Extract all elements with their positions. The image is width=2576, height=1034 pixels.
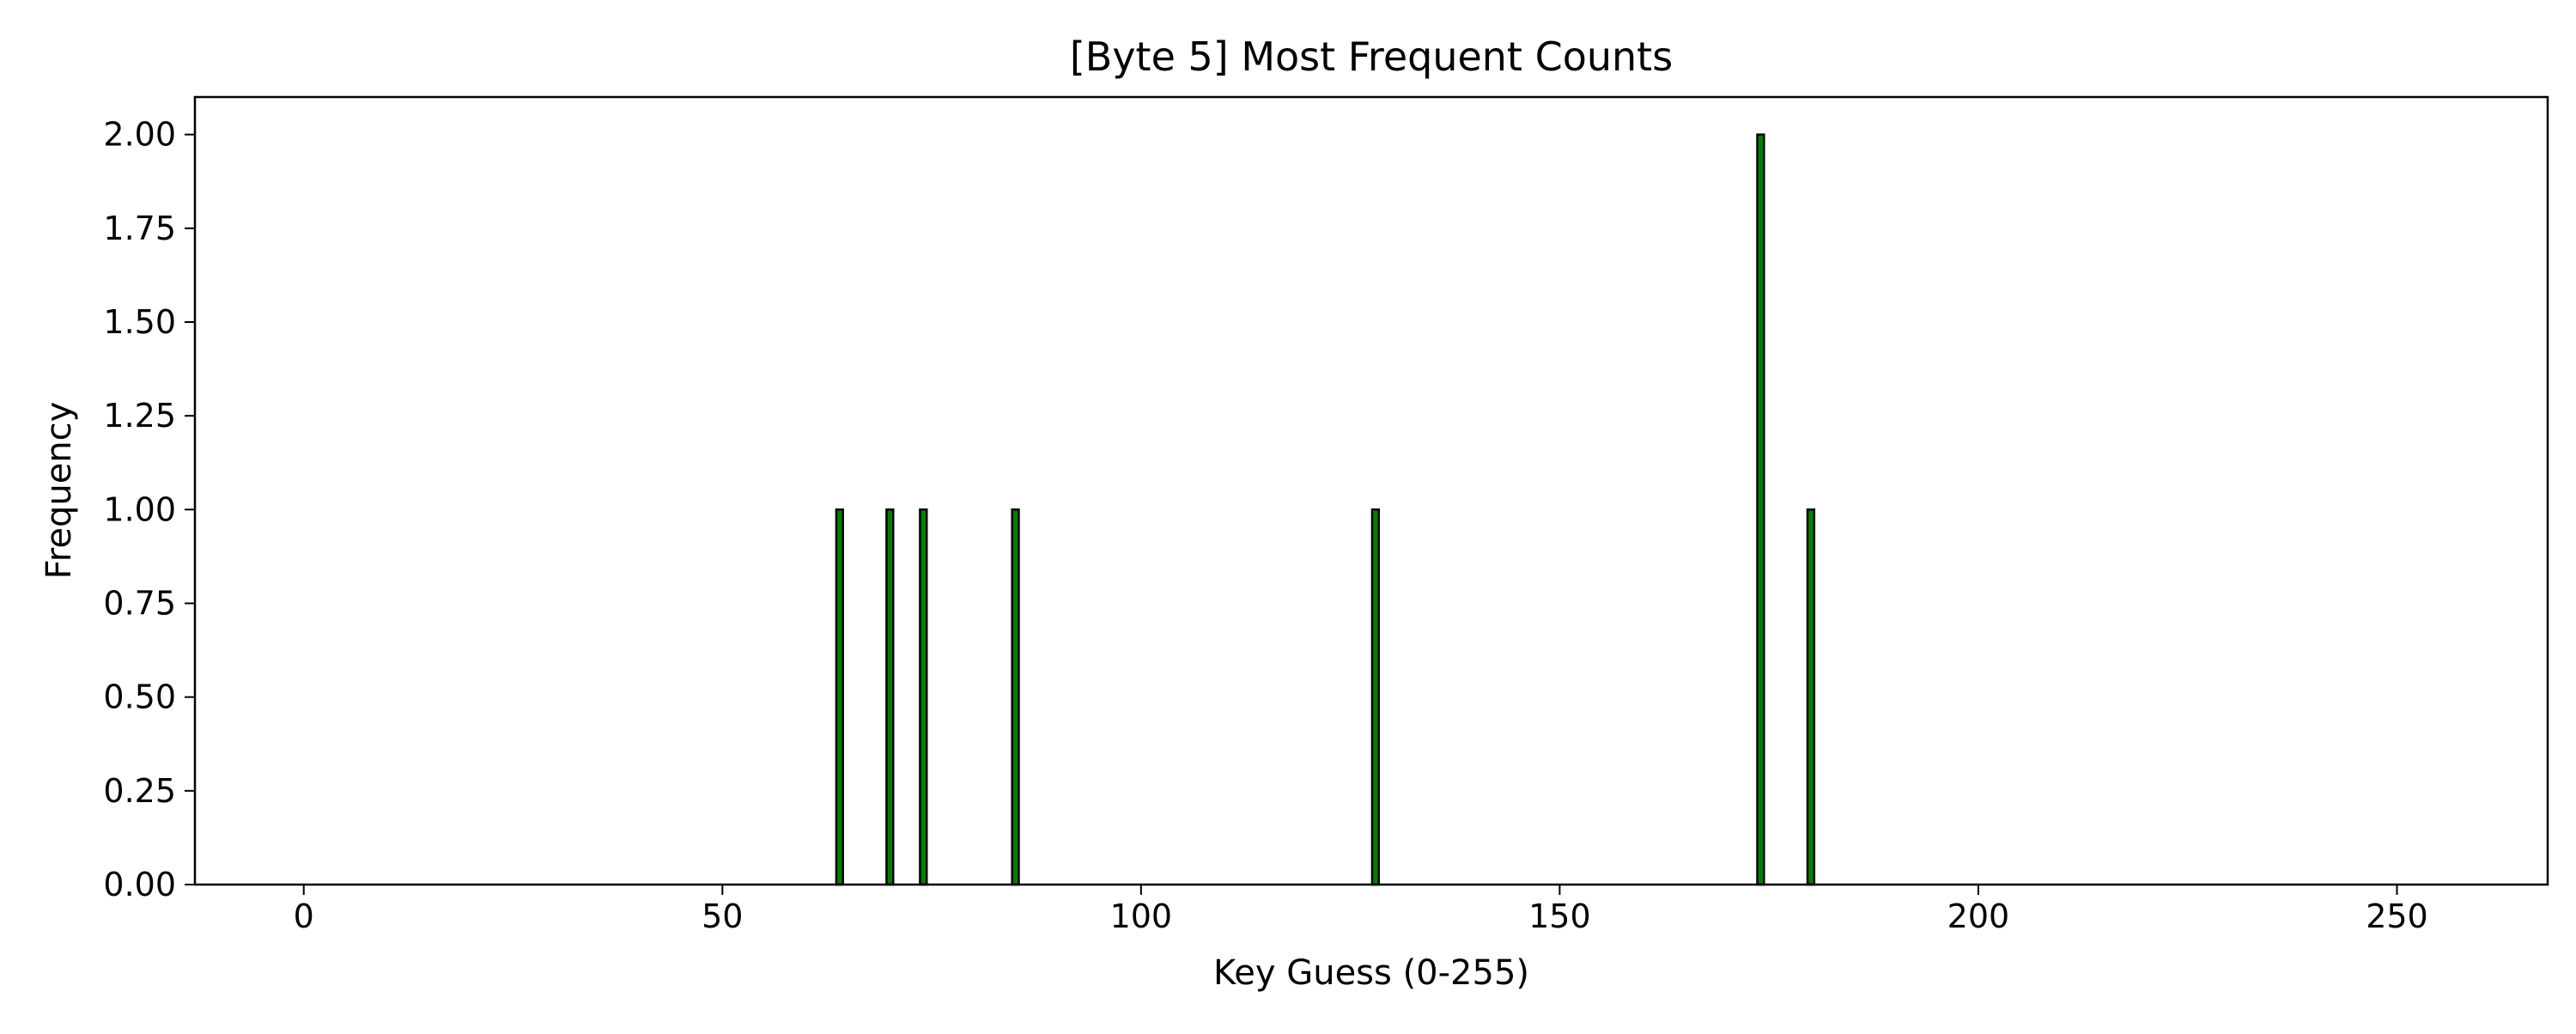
y-tick-label: 0.75 <box>103 585 176 623</box>
x-tick-label: 250 <box>2366 897 2428 935</box>
y-tick-label: 0.00 <box>103 866 176 903</box>
y-tick-label: 0.25 <box>103 772 176 810</box>
y-tick-label: 1.00 <box>103 490 176 528</box>
y-tick-label: 1.75 <box>103 210 176 247</box>
y-tick-label: 0.50 <box>103 678 176 716</box>
y-tick-label: 1.25 <box>103 397 176 435</box>
y-tick-label: 2.00 <box>103 116 176 154</box>
x-tick-label: 50 <box>702 897 743 935</box>
x-axis-label: Key Guess (0-255) <box>1213 953 1529 993</box>
x-tick-label: 0 <box>294 897 314 935</box>
chart-title: [Byte 5] Most Frequent Counts <box>1070 33 1673 80</box>
bar <box>1011 508 1020 886</box>
bar <box>1806 508 1816 886</box>
x-tick-label: 100 <box>1110 897 1173 935</box>
x-tick-label: 150 <box>1528 897 1591 935</box>
bar <box>1756 133 1765 886</box>
bar <box>835 508 844 886</box>
plot-frame <box>193 95 2549 886</box>
y-axis-label: Frequency <box>39 402 79 580</box>
bar <box>885 508 895 886</box>
axes-layer: 0 50 100 150 200 250 0.00 0.25 0.50 0.75 1.00 1.25 1… <box>103 95 2549 935</box>
x-tick-label: 200 <box>1947 897 2010 935</box>
y-tick-label: 1.50 <box>103 303 176 341</box>
bar <box>1370 508 1381 886</box>
bar <box>919 508 928 886</box>
